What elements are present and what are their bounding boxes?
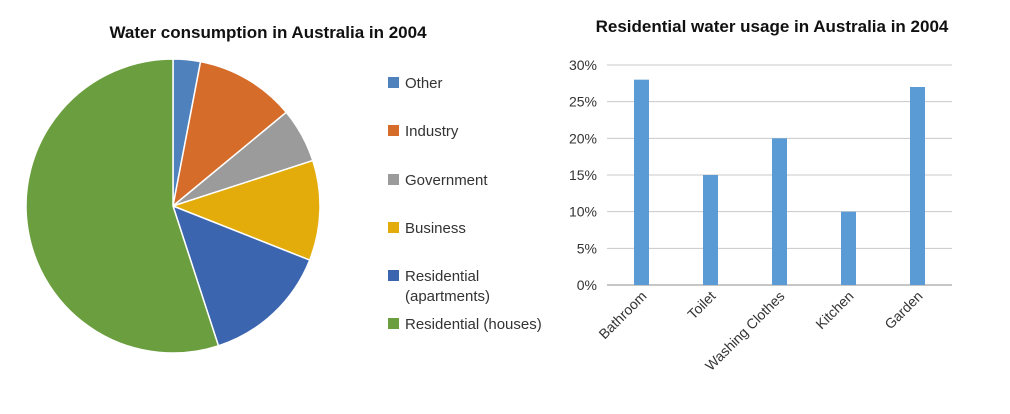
legend-label: Business [405, 220, 466, 237]
x-category-label: Bathroom [595, 288, 649, 342]
legend-swatch [388, 77, 399, 88]
x-category-label: Kitchen [812, 288, 856, 332]
pie-legend: Other Industry Government Business Residenti… [388, 75, 542, 333]
pie-chart-title: Water consumption in Australia in 2004 [109, 23, 427, 42]
legend-label: Other [405, 75, 443, 92]
bar-kitchen [841, 211, 856, 285]
pie-slices [25, 58, 321, 354]
bar-toilet [703, 175, 718, 285]
bar-bathroom [634, 79, 649, 285]
legend-swatch [388, 270, 399, 281]
bar-chart-title: Residential water usage in Australia in … [596, 17, 949, 36]
pie-slice-business [170, 159, 321, 262]
legend-label: Government [405, 172, 488, 189]
legend-label: Residential (houses) [405, 316, 542, 333]
bar-garden [910, 87, 925, 285]
legend-swatch [388, 222, 399, 233]
x-category-label: Garden [881, 288, 925, 332]
pie-slice-residential-houses [25, 58, 220, 354]
x-category-label: Toilet [684, 288, 719, 323]
bar-series [634, 79, 925, 285]
pie-chart: Water consumption in Australia in 2004 O… [25, 23, 542, 354]
pie-slice-industry [171, 60, 288, 208]
legend-swatch [388, 174, 399, 185]
legend-label: Residential [405, 268, 479, 285]
legend-label: Industry [405, 123, 459, 140]
x-category-label: Washing Clothes [702, 288, 788, 374]
bar-gridlines [607, 64, 952, 286]
legend-label: (apartments) [405, 288, 490, 305]
bar-washing-clothes [772, 138, 787, 285]
legend-swatch [388, 125, 399, 136]
legend-swatch [388, 318, 399, 329]
